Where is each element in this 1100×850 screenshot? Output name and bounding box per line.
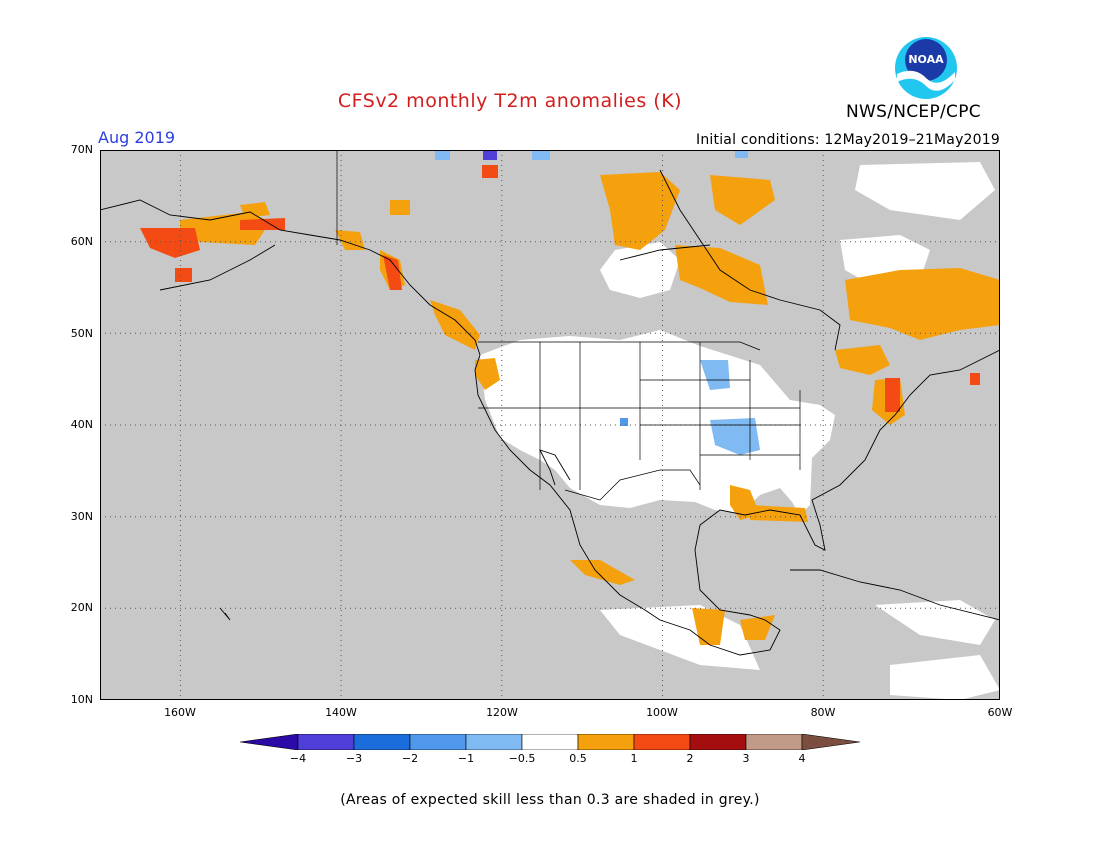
agency-label: NWS/NCEP/CPC bbox=[846, 102, 981, 122]
lat-label: 20N bbox=[70, 601, 93, 614]
map-frame bbox=[100, 150, 1000, 700]
near-normal-regions bbox=[480, 162, 1000, 700]
cool-anomaly-regions bbox=[435, 150, 760, 455]
cold-pixel bbox=[483, 150, 497, 160]
colorbar-cell bbox=[297, 734, 355, 750]
cool-pixel bbox=[620, 418, 628, 426]
colorbar-cell bbox=[745, 734, 803, 750]
lon-label: 160W bbox=[164, 706, 196, 719]
colorbar-cell bbox=[633, 734, 691, 750]
lat-label: 10N bbox=[70, 693, 93, 706]
lat-label: 40N bbox=[70, 418, 93, 431]
lon-label: 100W bbox=[646, 706, 678, 719]
lat-label: 70N bbox=[70, 143, 93, 156]
lat-label: 30N bbox=[70, 510, 93, 523]
initial-conditions: Initial conditions: 12May2019–21May2019 bbox=[696, 132, 1000, 148]
colorbar-cell bbox=[521, 734, 579, 750]
political-borders bbox=[336, 150, 801, 501]
colorbar-label: −3 bbox=[345, 752, 363, 765]
colorbar-cell bbox=[353, 734, 411, 750]
strong-warm-regions bbox=[140, 165, 980, 412]
colorbar-label: 3 bbox=[742, 752, 750, 765]
colorbar bbox=[240, 734, 861, 750]
lat-label: 60N bbox=[70, 235, 93, 248]
colorbar-arrow-left bbox=[240, 734, 299, 750]
colorbar-cell bbox=[465, 734, 523, 750]
colorbar-label: 2 bbox=[686, 752, 694, 765]
colorbar-label: 1 bbox=[630, 752, 638, 765]
colorbar-cell bbox=[689, 734, 747, 750]
colorbar-label: −0.5 bbox=[508, 752, 536, 765]
noaa-logo: NOAA bbox=[894, 36, 958, 100]
anomaly-map bbox=[100, 150, 1000, 700]
colorbar-arrow-right bbox=[801, 734, 861, 750]
forecast-month: Aug 2019 bbox=[98, 128, 176, 147]
colorbar-label: −1 bbox=[457, 752, 475, 765]
colorbar-label: −4 bbox=[289, 752, 307, 765]
colorbar-label: −2 bbox=[401, 752, 419, 765]
svg-text:NOAA: NOAA bbox=[908, 53, 944, 66]
colorbar-label: 4 bbox=[798, 752, 806, 765]
colorbar-cell bbox=[409, 734, 467, 750]
colorbar-cell bbox=[577, 734, 635, 750]
lon-label: 60W bbox=[987, 706, 1013, 719]
lon-label: 140W bbox=[325, 706, 357, 719]
lon-label: 120W bbox=[486, 706, 518, 719]
map-title: CFSv2 monthly T2m anomalies (K) bbox=[337, 90, 683, 112]
coastlines bbox=[100, 169, 1000, 656]
lon-label: 80W bbox=[810, 706, 836, 719]
skill-note: (Areas of expected skill less than 0.3 a… bbox=[340, 792, 760, 808]
lat-label: 50N bbox=[70, 327, 93, 340]
colorbar-label: 0.5 bbox=[569, 752, 587, 765]
